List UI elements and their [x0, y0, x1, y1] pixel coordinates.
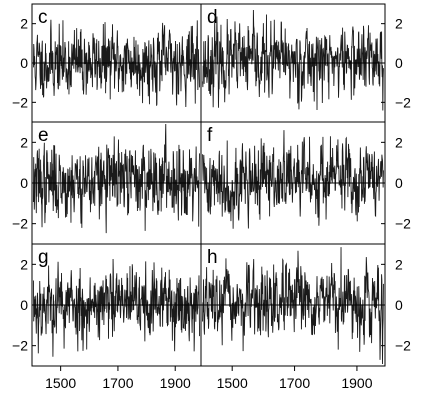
panel-label-f: f [207, 125, 213, 146]
panel-label-d: d [207, 7, 218, 28]
y-tick-label-c-1: 0 [20, 55, 28, 71]
series-line-c [32, 19, 201, 108]
y-tick-label-h-0: −2 [395, 338, 411, 354]
series-line-f [202, 130, 384, 229]
x-tick-label-1-2: 1900 [341, 375, 372, 391]
panel-label-h: h [207, 247, 218, 268]
x-tick-label-0-0: 1500 [45, 375, 76, 391]
y-tick-label-h-2: 2 [395, 256, 403, 272]
x-tick-label-0-1: 1700 [102, 375, 133, 391]
series-line-e [32, 124, 201, 234]
y-tick-label-d-1: 0 [395, 55, 403, 71]
y-tick-label-f-1: 0 [395, 175, 403, 191]
x-tick-label-1-0: 1500 [217, 375, 248, 391]
y-tick-label-f-0: −2 [395, 216, 411, 232]
x-tick-label-1-1: 1700 [279, 375, 310, 391]
y-tick-label-c-2: 2 [20, 16, 28, 32]
y-tick-label-g-2: 2 [20, 256, 28, 272]
panel-label-c: c [38, 7, 48, 28]
series-line-g [32, 259, 201, 357]
y-tick-label-d-2: 2 [395, 16, 403, 32]
y-tick-label-g-1: 0 [20, 297, 28, 313]
y-tick-label-e-2: 2 [20, 134, 28, 150]
x-tick-label-0-2: 1900 [160, 375, 191, 391]
y-tick-label-h-1: 0 [395, 297, 403, 313]
y-tick-label-e-0: −2 [12, 216, 28, 232]
y-tick-label-d-0: −2 [395, 94, 411, 110]
y-tick-label-c-0: −2 [12, 94, 28, 110]
y-tick-label-e-1: 0 [20, 175, 28, 191]
series-line-d [202, 9, 384, 111]
panel-label-g: g [38, 247, 49, 268]
y-tick-label-g-0: −2 [12, 338, 28, 354]
y-tick-label-f-2: 2 [395, 134, 403, 150]
panel-label-e: e [38, 125, 49, 146]
series-line-h [202, 247, 384, 364]
